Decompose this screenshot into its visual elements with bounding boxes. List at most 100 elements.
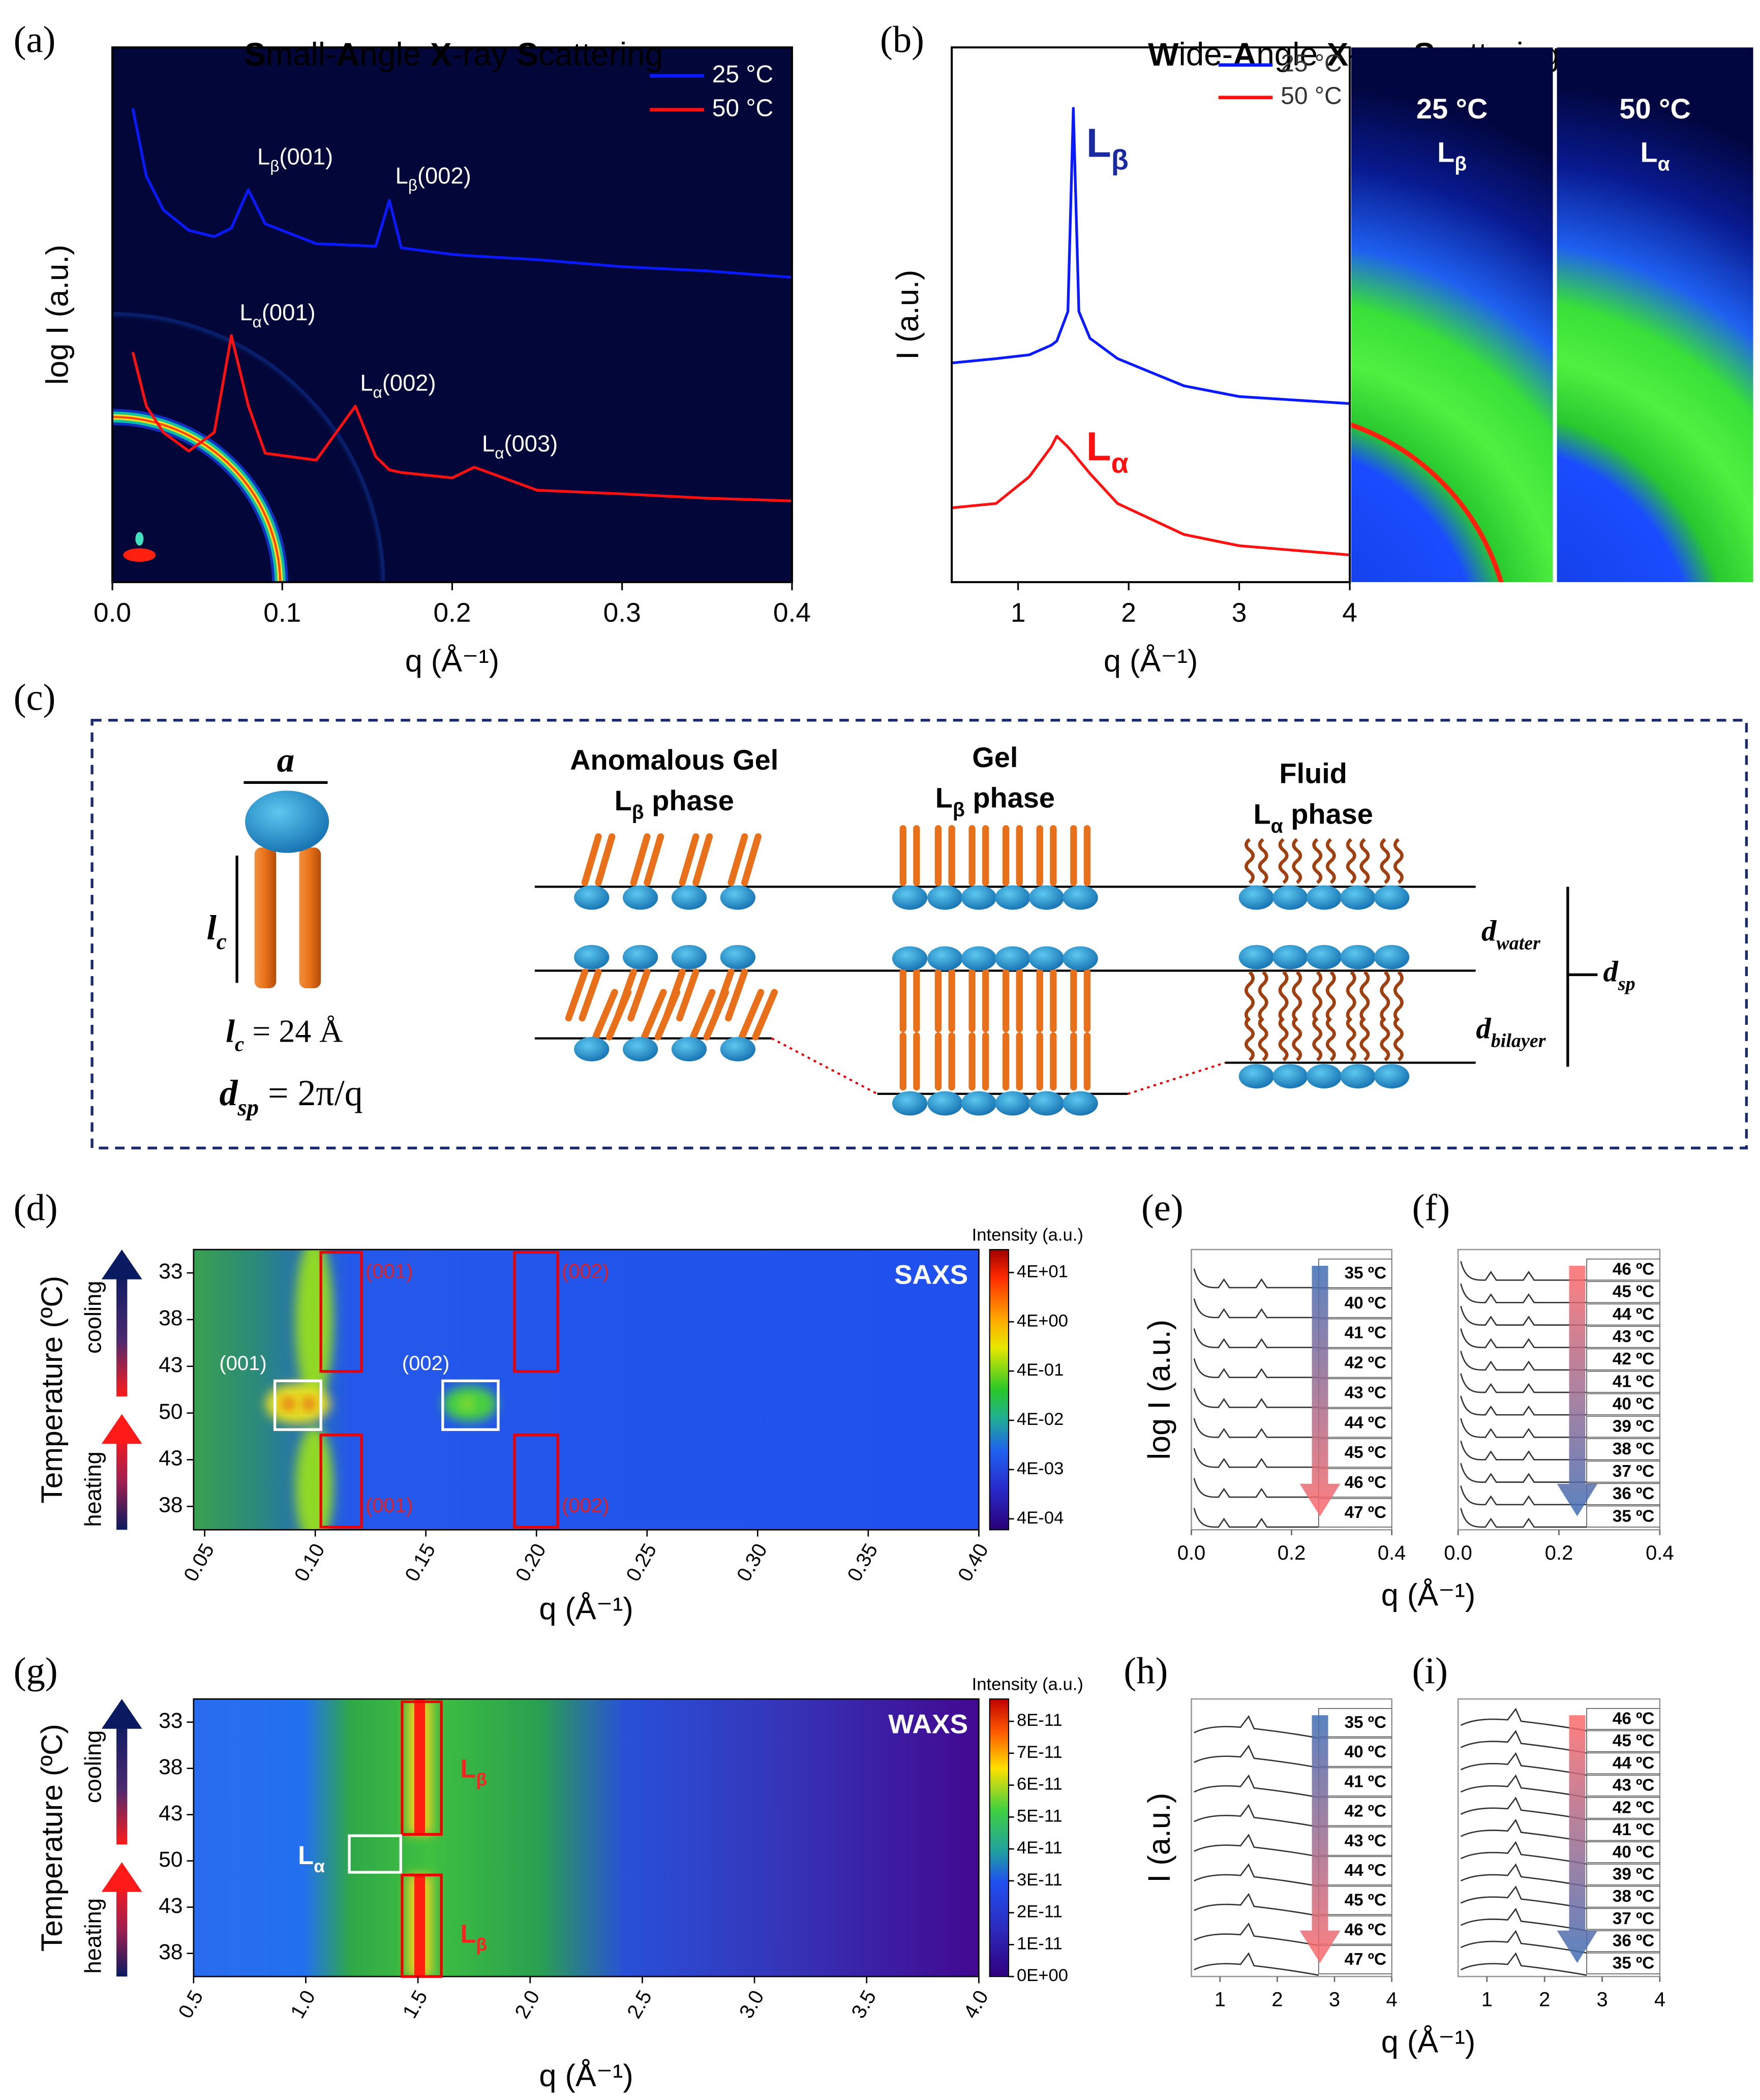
- lipid-tail: [581, 833, 602, 887]
- colorbar-tick-label: 4E-03: [1017, 1459, 1064, 1478]
- temperature-label: 37 ºC: [1613, 1909, 1654, 1928]
- spectrum-trace: [1460, 1930, 1587, 1954]
- plot-area: 46 ºC 45 ºC 44 ºC 43 ºC 42 ºC 41 ºC 40 ºC 39 ºC…: [1460, 1258, 1660, 1528]
- temperature-label: 35 ºC: [1345, 1264, 1386, 1283]
- region-box: [401, 1700, 443, 1836]
- x-axis-label: q (Å⁻¹): [1381, 1578, 1475, 1612]
- math-base: d: [1603, 955, 1618, 988]
- lipid-tail: [1312, 838, 1323, 884]
- lipid-tail: [1346, 970, 1356, 1022]
- x-tick-label: 0.2: [1278, 1542, 1306, 1564]
- colorbar: [989, 1698, 1010, 1977]
- lipid-tail: [254, 847, 277, 989]
- lipid-head: [1063, 946, 1098, 971]
- y-axis-label: I (a.u.): [890, 270, 925, 360]
- label-box: [1586, 1326, 1660, 1348]
- lipid-head: [995, 1091, 1030, 1116]
- spectrum-trace: [1460, 1395, 1587, 1416]
- x-tick-label: 4: [1654, 1989, 1665, 2011]
- lipid-tail: [1312, 1017, 1323, 1061]
- heatmap-image: [193, 1699, 979, 1977]
- colorbar-tick-label: 4E-01: [1017, 1360, 1064, 1380]
- y-tick-label: 43: [159, 1801, 183, 1825]
- lipid-tail: [579, 968, 602, 1022]
- lipid-tail: [679, 833, 700, 887]
- math-sub: water: [1496, 932, 1541, 954]
- y-tick-label: 33: [159, 1259, 183, 1284]
- label-box: [1318, 1738, 1392, 1767]
- colorbar-title: Intensity (a.u.): [972, 1675, 1083, 1694]
- spectrum-trace: [1193, 1448, 1319, 1468]
- colorbar-tick-label: 8E-11: [1017, 1711, 1063, 1730]
- x-tick-label: 2: [1121, 598, 1136, 628]
- lipid-tail: [1312, 970, 1323, 1022]
- lipid-tail: [1393, 1017, 1404, 1061]
- temperature-label: 42 ºC: [1345, 1802, 1386, 1821]
- lipid-tail: [1380, 1017, 1390, 1061]
- temperature-label: 41 ºC: [1345, 1772, 1386, 1791]
- spectrum-trace: [1460, 1708, 1587, 1731]
- temperature-label: 42 ºC: [1613, 1350, 1654, 1368]
- spectrum-trace: [1193, 1508, 1319, 1528]
- label-box: [1318, 1378, 1392, 1408]
- label-box: [1586, 1930, 1660, 1952]
- lipid-tail: [1292, 970, 1302, 1022]
- colorbar-tick-label: 0E+00: [1017, 1966, 1068, 1985]
- math-label: lc = 24 Å: [226, 1013, 343, 1055]
- temperature-label: 44 ºC: [1613, 1305, 1654, 1324]
- x-tick-label: 1: [1481, 1989, 1493, 2011]
- lipid-tail: [1359, 838, 1370, 884]
- label-box: [1318, 1767, 1392, 1797]
- label-box: [1586, 1258, 1660, 1281]
- colorbar-tick-label: 1E-11: [1017, 1934, 1063, 1954]
- x-axis-label: q (Å⁻¹): [1104, 644, 1198, 678]
- lipid-tail: [1346, 838, 1356, 884]
- spectrum-trace: [1194, 1774, 1319, 1799]
- lipid-tail: [752, 989, 778, 1041]
- temperature-label: 46 ºC: [1345, 1473, 1386, 1492]
- spectrum-trace: [1194, 1922, 1319, 1946]
- lipid-tail: [676, 968, 700, 1022]
- region-box: [401, 1873, 443, 1978]
- spectrum-trace: [1193, 1388, 1319, 1408]
- temperature-label: 42 ºC: [1613, 1798, 1654, 1817]
- lipid-head: [1374, 945, 1410, 969]
- temperature-label: 44 ºC: [1345, 1861, 1386, 1880]
- trend-arrow: [1557, 1715, 1598, 1963]
- lipid-head: [574, 885, 610, 910]
- spectrum-trace: [1193, 1478, 1319, 1498]
- lipid-head: [1063, 1091, 1098, 1116]
- x-tick-label: 0.0: [94, 598, 131, 628]
- math-label: dsp = 2π/q: [219, 1073, 362, 1121]
- label-box: [1586, 1885, 1660, 1908]
- lipid-head: [671, 885, 707, 910]
- lipid-head: [892, 1091, 928, 1116]
- lipid-tail: [1325, 970, 1336, 1022]
- arrow-shaft: [116, 1269, 128, 1396]
- spectrum-trace: [1460, 1351, 1587, 1371]
- panel-label: (b): [880, 19, 924, 60]
- y-tick-label: 50: [159, 1399, 183, 1424]
- arrow-head: [101, 1699, 142, 1729]
- temperature-label: 47 ºC: [1345, 1503, 1386, 1522]
- label-box: [1586, 1505, 1660, 1528]
- lipid-tail: [1380, 838, 1390, 884]
- beam-stop: [135, 532, 144, 546]
- spectrum-trace: [1460, 1485, 1587, 1506]
- label-box: [1318, 1408, 1392, 1438]
- x-tick-label: 0.0: [1444, 1542, 1472, 1564]
- lipid-head: [623, 945, 658, 969]
- colorbar-tick-label: 5E-11: [1017, 1806, 1063, 1825]
- label-box: [1586, 1864, 1660, 1885]
- spectrum-trace: [1460, 1863, 1587, 1887]
- intensity-feature: [265, 1383, 330, 1424]
- y-axis-label: log I (a.u.): [40, 245, 74, 385]
- label-box: [1586, 1797, 1660, 1819]
- x-tick-label: 0.3: [603, 598, 641, 628]
- lipid-head: [961, 885, 997, 910]
- panel-label: (f): [1412, 1188, 1450, 1229]
- lipid-tail: [1393, 970, 1404, 1022]
- temperature-label: 39 ºC: [1613, 1865, 1654, 1884]
- math-rest: = 24 Å: [244, 1013, 343, 1049]
